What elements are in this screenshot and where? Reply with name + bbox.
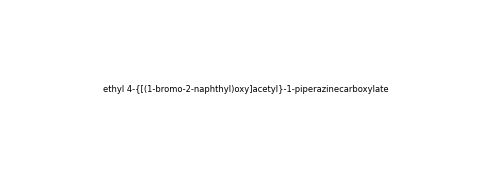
Text: ethyl 4-{[(1-bromo-2-naphthyl)oxy]acetyl}-1-piperazinecarboxylate: ethyl 4-{[(1-bromo-2-naphthyl)oxy]acetyl… bbox=[103, 85, 389, 93]
